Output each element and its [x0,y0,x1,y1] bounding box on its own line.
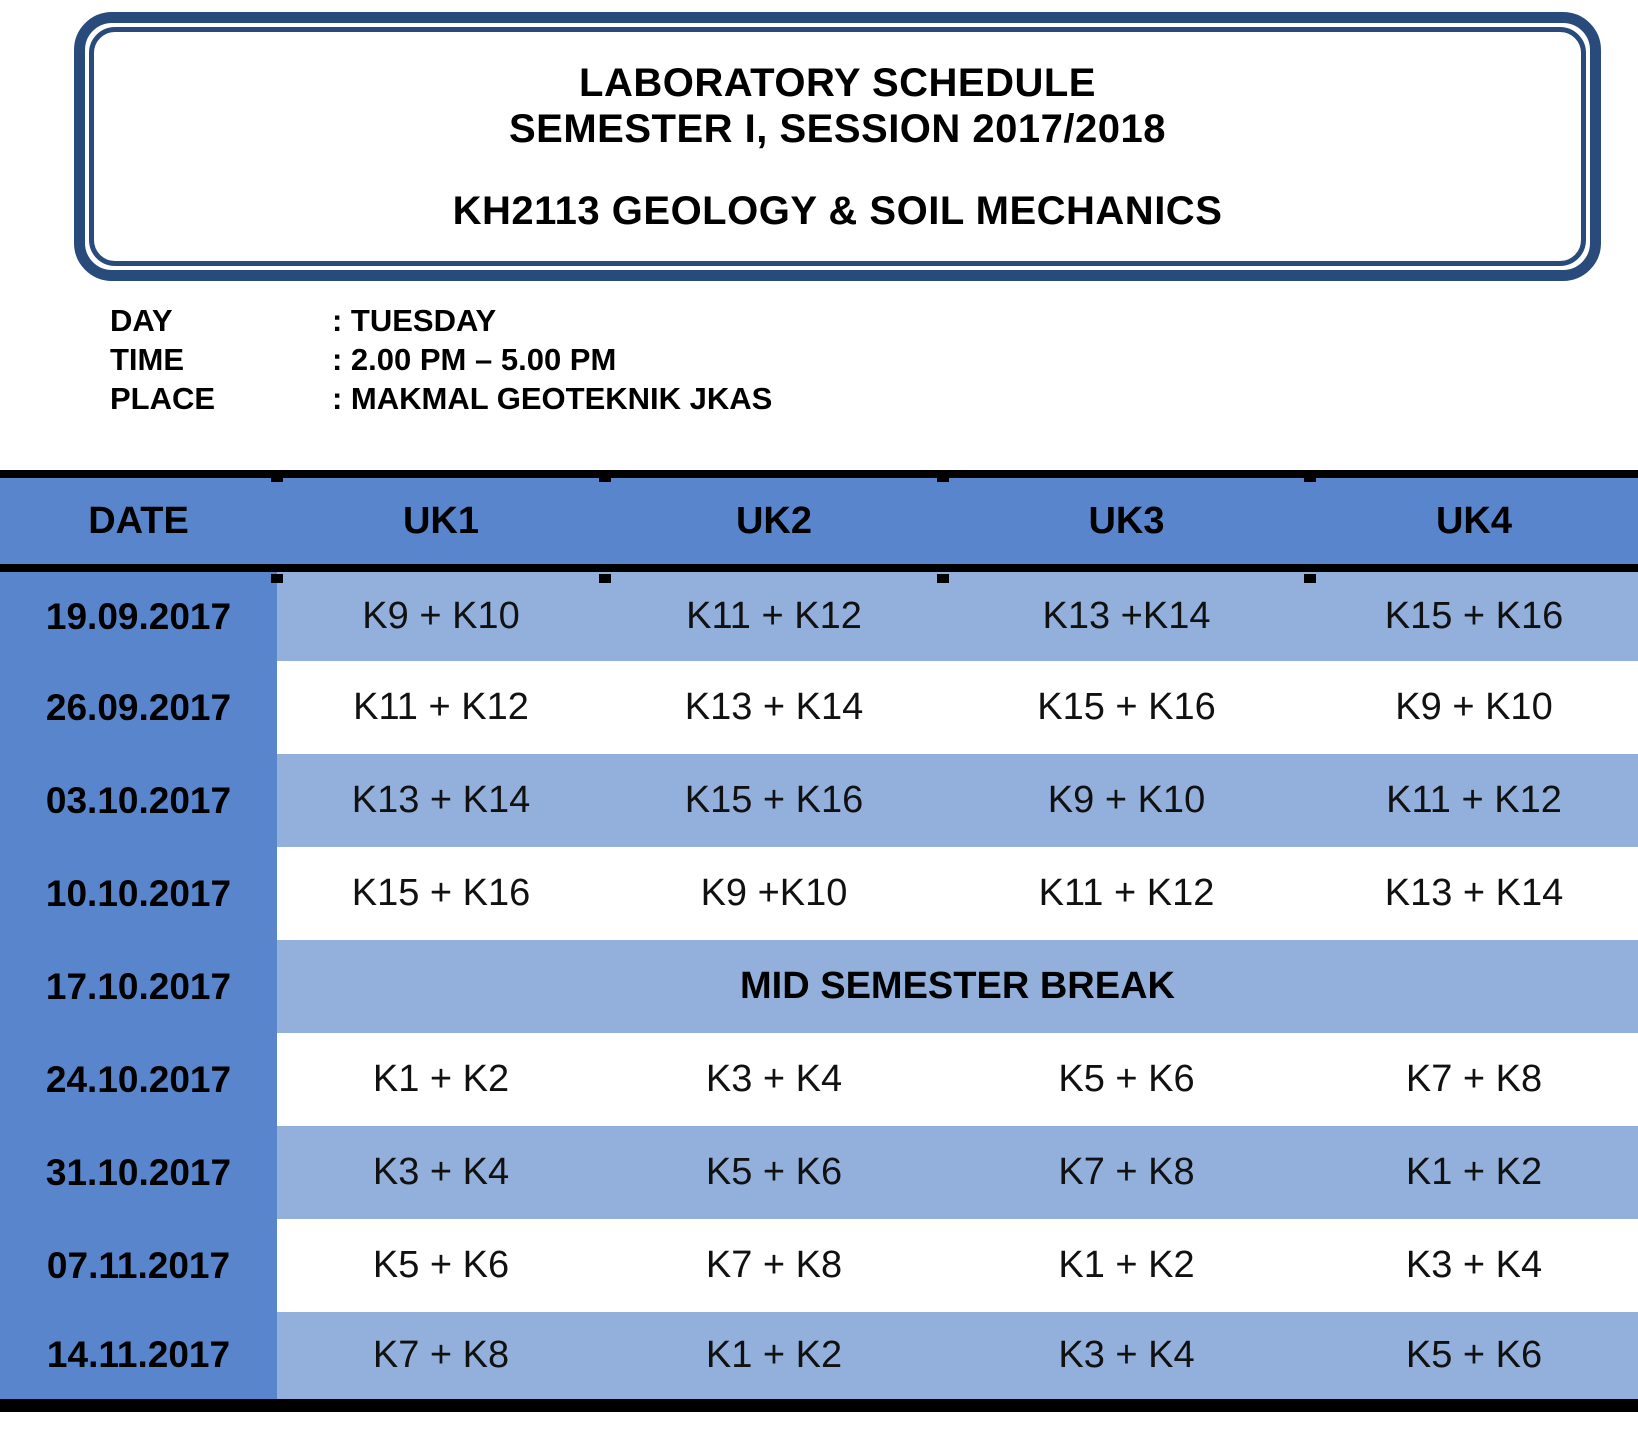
group-cell: K5 + K6 [605,1126,943,1219]
column-header-uk2: UK2 [605,474,943,572]
schedule-table-wrapper: DATE UK1 UK2 UK3 UK4 19.09.2017 K9 + K10 K11 +… [0,470,1638,1412]
group-cell: K1 + K2 [277,1033,605,1126]
group-cell: K11 + K12 [277,661,605,754]
group-cell: K9 + K10 [943,754,1310,847]
group-cell: K13 + K14 [605,661,943,754]
group-cell: K9 + K10 [1310,661,1638,754]
place-value: : MAKMAL GEOTEKNIK JKAS [332,381,773,416]
session-details: DAY : TUESDAY TIME : 2.00 PM – 5.00 PM P… [110,301,772,418]
group-cell: K3 + K4 [605,1033,943,1126]
group-cell: K9 +K10 [605,847,943,940]
table-row: 10.10.2017 K15 + K16 K9 +K10 K11 + K12 K13 +… [0,847,1638,940]
group-cell: K15 + K16 [1310,568,1638,661]
table-row: 03.10.2017 K13 + K14 K15 + K16 K9 + K10 K11 … [0,754,1638,847]
date-cell: 31.10.2017 [0,1126,277,1219]
date-cell: 07.11.2017 [0,1219,277,1312]
group-cell: K5 + K6 [277,1219,605,1312]
column-header-uk1: UK1 [277,474,605,572]
group-cell: K11 + K12 [605,568,943,661]
group-cell: K15 + K16 [605,754,943,847]
table-row: 07.11.2017 K5 + K6 K7 + K8 K1 + K2 K3 + K4 [0,1219,1638,1312]
schedule-table: DATE UK1 UK2 UK3 UK4 19.09.2017 K9 + K10 K11 +… [0,470,1638,1412]
group-cell: K13 +K14 [943,568,1310,661]
group-cell: K5 + K6 [1310,1312,1638,1405]
detail-row-day: DAY : TUESDAY [110,301,772,340]
time-value: : 2.00 PM – 5.00 PM [332,342,617,377]
border-notch [1304,574,1316,583]
title-box: LABORATORY SCHEDULE SEMESTER I, SESSION … [74,12,1601,281]
border-notch [937,574,949,583]
border-notch [1304,473,1316,482]
date-cell: 03.10.2017 [0,754,277,847]
group-cell: K15 + K16 [277,847,605,940]
table-row: 26.09.2017 K11 + K12 K13 + K14 K15 + K16 K9 … [0,661,1638,754]
column-header-uk4: UK4 [1310,474,1638,572]
group-cell: K13 + K14 [277,754,605,847]
date-cell: 10.10.2017 [0,847,277,940]
table-header-row: DATE UK1 UK2 UK3 UK4 [0,474,1638,572]
date-cell: 26.09.2017 [0,661,277,754]
group-cell: K7 + K8 [1310,1033,1638,1126]
border-notch [271,473,283,482]
date-cell: 14.11.2017 [0,1312,277,1405]
border-notch [599,473,611,482]
group-cell: K7 + K8 [277,1312,605,1405]
group-cell: K5 + K6 [943,1033,1310,1126]
group-cell: K7 + K8 [605,1219,943,1312]
group-cell: K1 + K2 [605,1312,943,1405]
day-value: : TUESDAY [332,303,497,338]
group-cell: K11 + K12 [1310,754,1638,847]
group-cell: K1 + K2 [1310,1126,1638,1219]
table-row: 14.11.2017 K7 + K8 K1 + K2 K3 + K4 K5 + K6 [0,1312,1638,1405]
date-cell: 17.10.2017 [0,940,277,1033]
group-cell: K11 + K12 [943,847,1310,940]
border-notch [271,574,283,583]
table-row: 31.10.2017 K3 + K4 K5 + K6 K7 + K8 K1 + K2 [0,1126,1638,1219]
time-label: TIME [110,342,185,377]
table-row: 19.09.2017 K9 + K10 K11 + K12 K13 +K14 K15 +… [0,568,1638,661]
group-cell: K3 + K4 [1310,1219,1638,1312]
column-header-uk3: UK3 [943,474,1310,572]
table-row: 17.10.2017 MID SEMESTER BREAK [0,940,1638,1033]
group-cell: K9 + K10 [277,568,605,661]
detail-row-time: TIME : 2.00 PM – 5.00 PM [110,340,772,379]
border-notch [599,574,611,583]
title-box-inner-border: LABORATORY SCHEDULE SEMESTER I, SESSION … [89,27,1586,266]
date-cell: 24.10.2017 [0,1033,277,1126]
course-title: KH2113 GEOLOGY & SOIL MECHANICS [452,188,1223,233]
table-row: 24.10.2017 K1 + K2 K3 + K4 K5 + K6 K7 + K8 [0,1033,1638,1126]
column-header-date: DATE [0,474,277,572]
group-cell: K1 + K2 [943,1219,1310,1312]
merged-break-cell: MID SEMESTER BREAK [277,940,1638,1033]
document-title-line1: LABORATORY SCHEDULE [579,60,1096,105]
group-cell: K3 + K4 [943,1312,1310,1405]
detail-row-place: PLACE : MAKMAL GEOTEKNIK JKAS [110,379,772,418]
group-cell: K7 + K8 [943,1126,1310,1219]
day-label: DAY [110,303,173,338]
group-cell: K13 + K14 [1310,847,1638,940]
group-cell: K3 + K4 [277,1126,605,1219]
date-cell: 19.09.2017 [0,568,277,661]
document-title-line2: SEMESTER I, SESSION 2017/2018 [508,106,1167,151]
place-label: PLACE [110,381,216,416]
border-notch [937,473,949,482]
group-cell: K15 + K16 [943,661,1310,754]
